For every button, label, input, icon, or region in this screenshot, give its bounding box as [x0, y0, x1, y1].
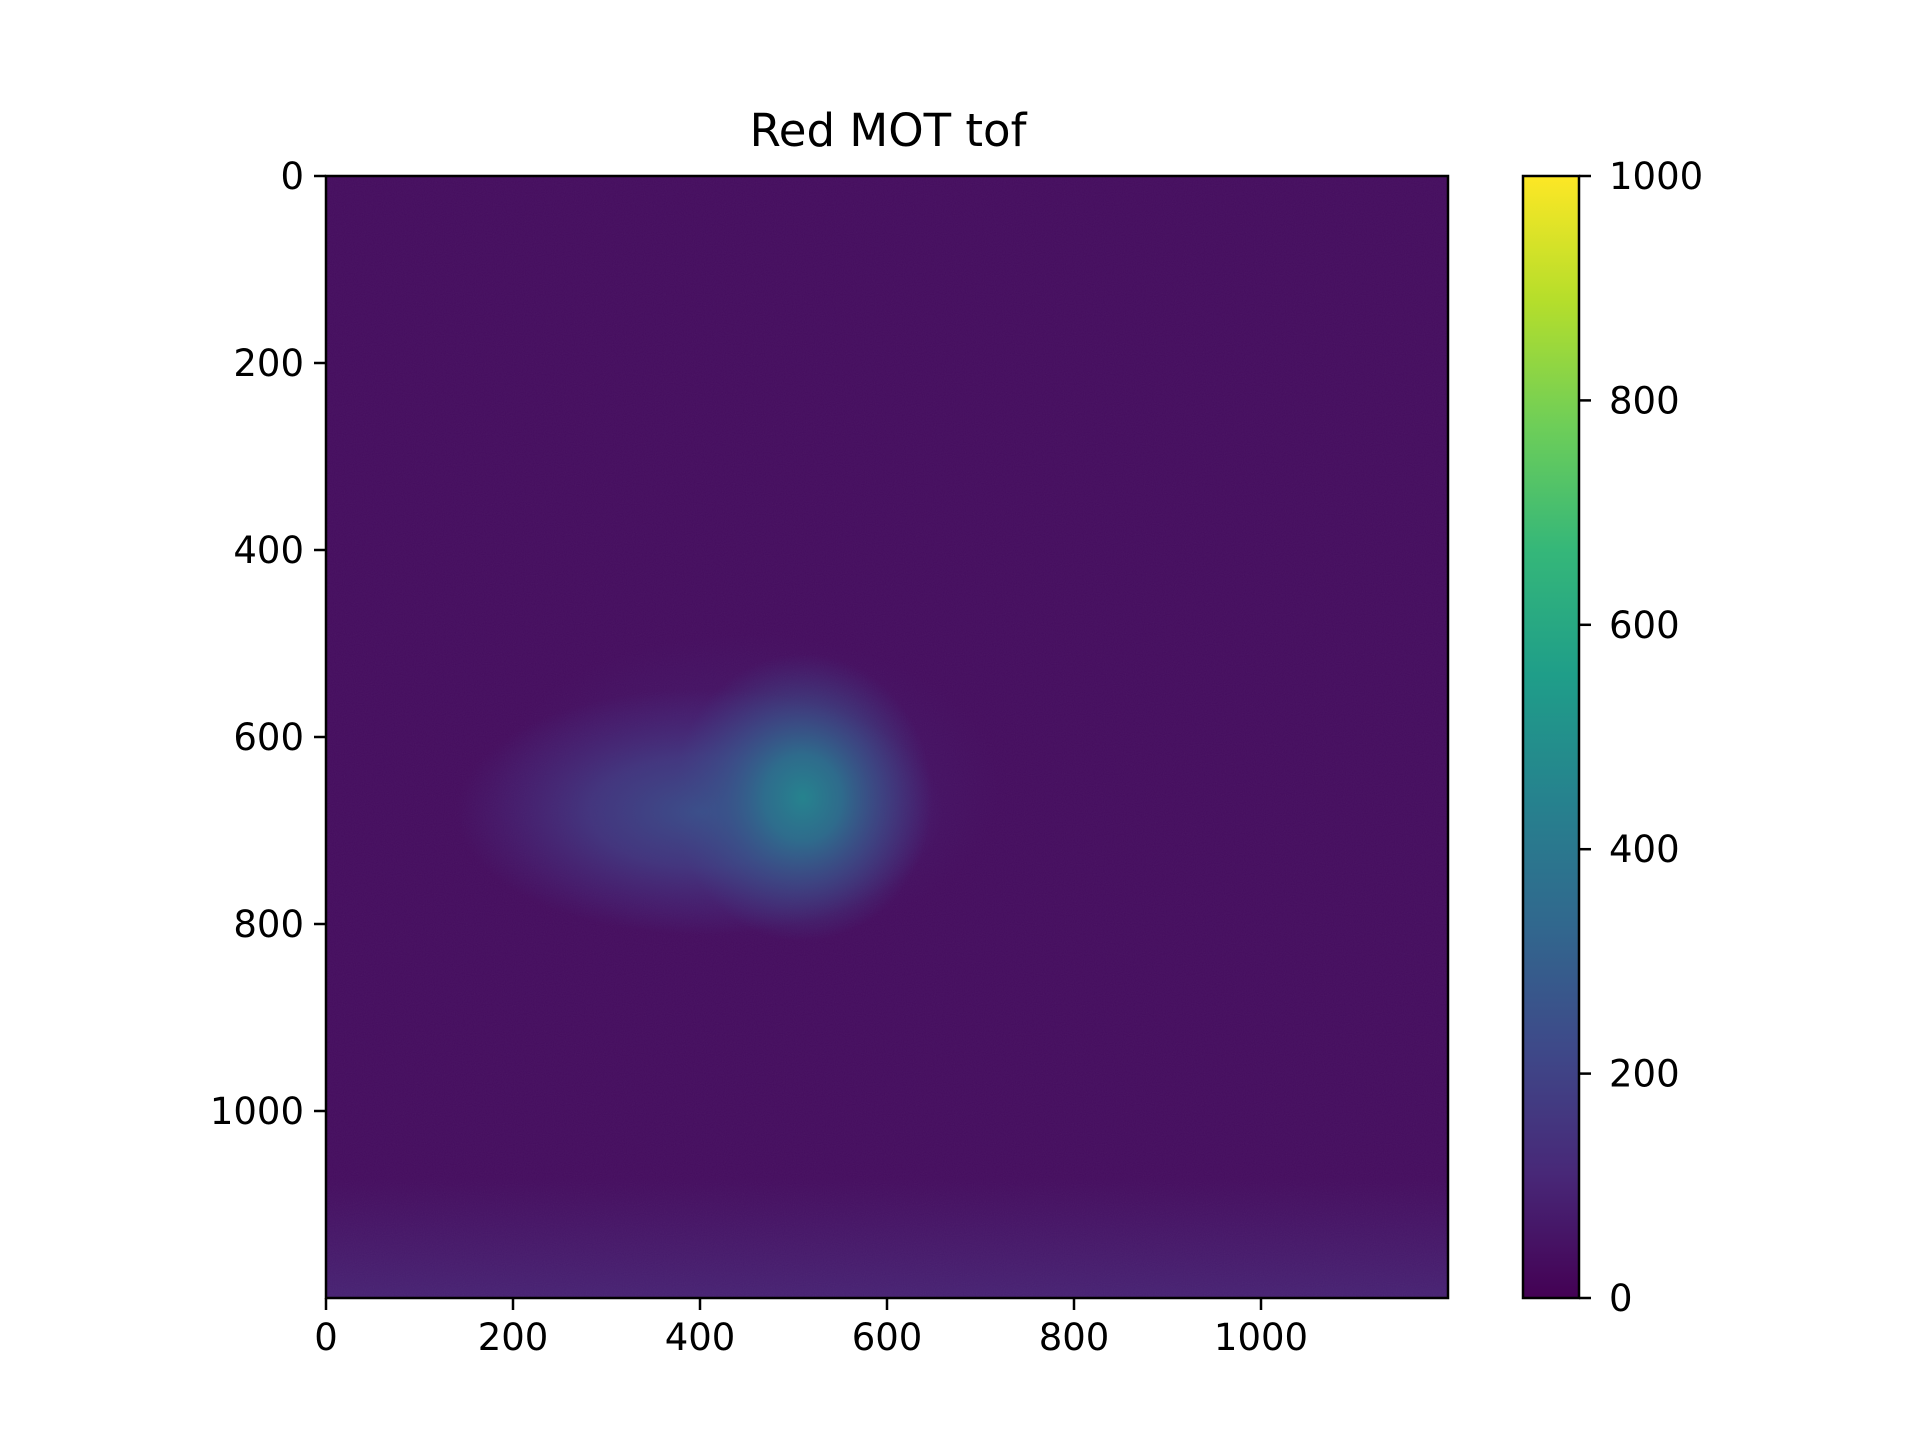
- x-tick-label: 800: [1039, 1316, 1110, 1359]
- y-axis: 0 200 400 600 800 1000: [210, 155, 326, 1133]
- x-axis: 0 200 400 600 800 1000: [314, 1298, 1308, 1359]
- x-tick-label: 0: [314, 1316, 338, 1359]
- y-tick-label: 800: [233, 903, 304, 946]
- colorbar-tick-label: 400: [1609, 828, 1680, 871]
- x-tick-label: 400: [665, 1316, 736, 1359]
- colorbar-tick-label: 1000: [1609, 155, 1703, 198]
- y-tick-label: 200: [233, 342, 304, 385]
- colorbar-tick-label: 200: [1609, 1053, 1680, 1096]
- x-tick-label: 600: [852, 1316, 923, 1359]
- y-tick-label: 0: [280, 155, 304, 198]
- colorbar-scale: [1521, 174, 1581, 1300]
- colorbar-tick-label: 0: [1609, 1277, 1633, 1320]
- y-tick-label: 600: [233, 716, 304, 759]
- x-tick-label: 1000: [1214, 1316, 1308, 1359]
- x-tick-label: 200: [478, 1316, 549, 1359]
- colorbar-tick-label: 600: [1609, 604, 1680, 647]
- y-tick-label: 400: [233, 529, 304, 572]
- colorbar-tick-label: 800: [1609, 379, 1680, 422]
- cloud-core: [673, 654, 933, 942]
- colorbar: 0 200 400 600 800 1000: [1521, 155, 1703, 1320]
- heatmap-plot-area: [324, 174, 1450, 1300]
- y-tick-label: 1000: [210, 1090, 304, 1133]
- chart-title: Red MOT tof: [750, 104, 1028, 157]
